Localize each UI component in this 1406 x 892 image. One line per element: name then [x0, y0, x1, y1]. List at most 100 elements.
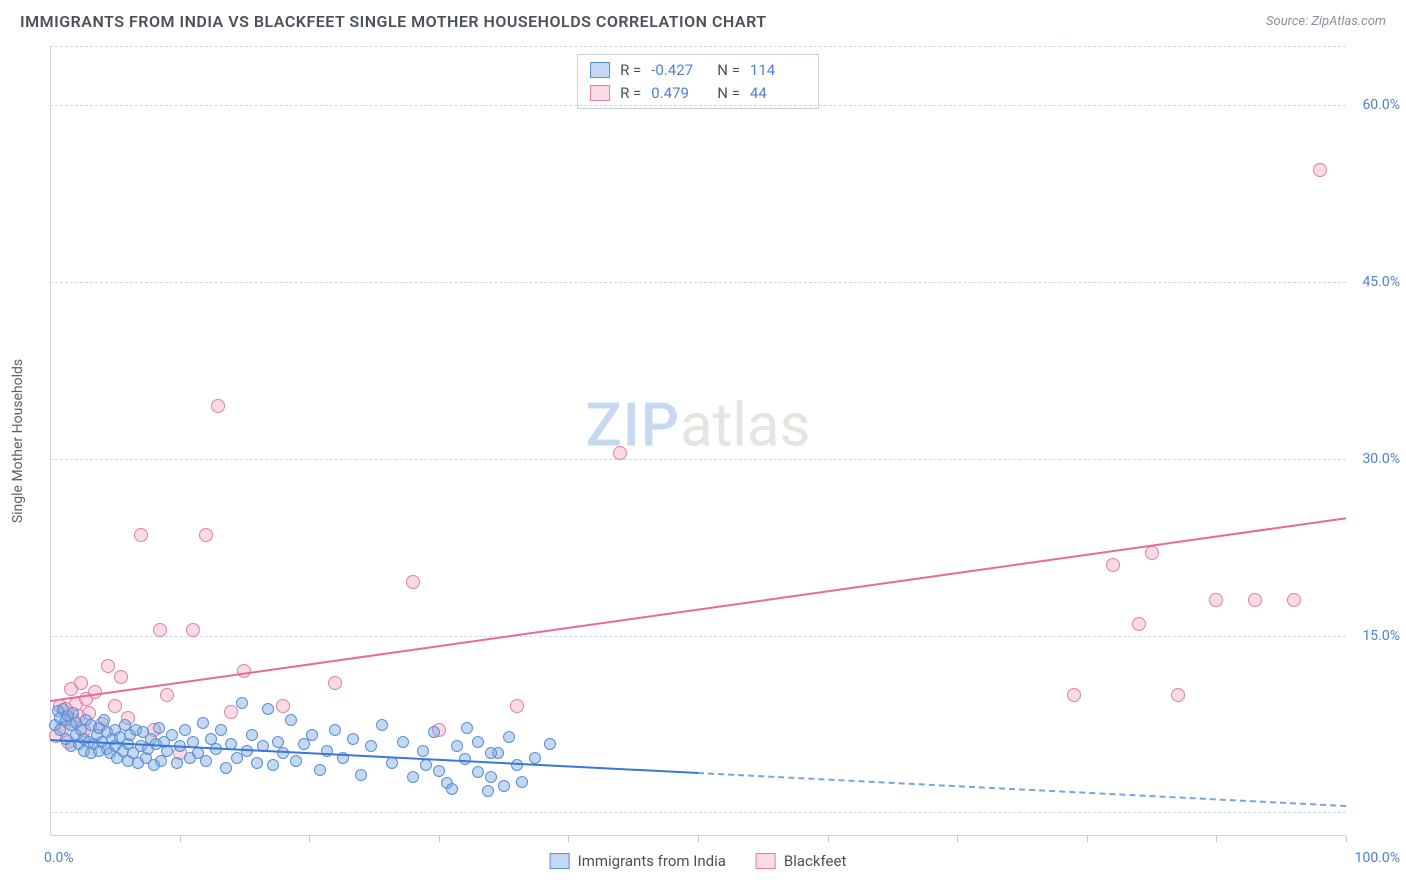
swatch-pink-icon: [590, 85, 610, 101]
data-point: [1171, 688, 1185, 702]
plot-area: ZIPatlas Single Mother Households 0.0% 1…: [50, 46, 1346, 836]
stats-row-blue: R = -0.427 N = 114: [590, 59, 806, 82]
data-point: [153, 722, 165, 734]
data-point: [267, 759, 279, 771]
chart-container: ZIPatlas Single Mother Households 0.0% 1…: [50, 46, 1346, 836]
y-axis-line: [50, 46, 51, 836]
watermark-part2: atlas: [680, 390, 810, 461]
data-point: [328, 676, 342, 690]
data-point: [179, 724, 191, 736]
stat-label-n: N =: [717, 82, 740, 105]
x-tick: [1087, 836, 1088, 842]
swatch-pink-icon: [756, 853, 776, 869]
data-point: [166, 729, 178, 741]
data-point: [314, 764, 326, 776]
x-tick: [828, 836, 829, 842]
y-tick-label: 45.0%: [1362, 274, 1400, 290]
stat-value-r-pink: 0.479: [651, 82, 707, 105]
data-point: [472, 736, 484, 748]
data-point: [114, 670, 128, 684]
series-legend: Immigrants from India Blackfeet: [550, 852, 847, 870]
stat-value-n-pink: 44: [750, 82, 806, 105]
data-point: [220, 762, 232, 774]
data-point: [1067, 688, 1081, 702]
chart-title: IMMIGRANTS FROM INDIA VS BLACKFEET SINGL…: [20, 12, 767, 31]
data-point: [199, 528, 213, 542]
data-point: [397, 736, 409, 748]
legend-label-blue: Immigrants from India: [578, 852, 726, 870]
stat-label-r: R =: [620, 82, 641, 105]
data-point: [272, 736, 284, 748]
data-point: [407, 771, 419, 783]
y-tick-label: 15.0%: [1362, 628, 1400, 644]
x-tick: [568, 836, 569, 842]
gridline: [50, 812, 1346, 813]
data-point: [98, 714, 110, 726]
trend-line-blue-ext: [698, 772, 1346, 807]
x-tick: [180, 836, 181, 842]
data-point: [503, 731, 515, 743]
data-point: [485, 771, 497, 783]
data-point: [420, 759, 432, 771]
data-point: [200, 755, 212, 767]
data-point: [262, 703, 274, 715]
data-point: [277, 747, 289, 759]
x-tick: [698, 836, 699, 842]
x-tick: [309, 836, 310, 842]
data-point: [365, 740, 377, 752]
data-point: [1287, 593, 1301, 607]
stats-row-pink: R = 0.479 N = 44: [590, 82, 806, 105]
data-point: [153, 623, 167, 637]
data-point: [224, 705, 238, 719]
data-point: [498, 780, 510, 792]
data-point: [160, 688, 174, 702]
data-point: [451, 740, 463, 752]
data-point: [1132, 617, 1146, 631]
data-point: [251, 757, 263, 769]
gridline: [50, 636, 1346, 637]
data-point: [246, 729, 258, 741]
stat-label-r: R =: [620, 59, 641, 82]
data-point: [613, 446, 627, 460]
gridline: [50, 282, 1346, 283]
x-tick: [1346, 836, 1347, 842]
data-point: [406, 575, 420, 589]
data-point: [511, 759, 523, 771]
y-tick-label: 30.0%: [1362, 451, 1400, 467]
data-point: [108, 699, 122, 713]
data-point: [510, 699, 524, 713]
data-point: [1106, 558, 1120, 572]
legend-item-blue: Immigrants from India: [550, 852, 726, 870]
source-attribution: Source: ZipAtlas.com: [1266, 14, 1386, 29]
data-point: [101, 659, 115, 673]
x-tick: [439, 836, 440, 842]
gridline: [50, 46, 1346, 47]
x-axis-label-min: 0.0%: [44, 850, 74, 866]
data-point: [472, 766, 484, 778]
stat-value-n-blue: 114: [750, 59, 806, 82]
x-tick: [957, 836, 958, 842]
data-point: [276, 699, 290, 713]
swatch-blue-icon: [590, 62, 610, 78]
data-point: [74, 676, 88, 690]
data-point: [285, 714, 297, 726]
data-point: [329, 724, 341, 736]
data-point: [433, 765, 445, 777]
data-point: [417, 745, 429, 757]
data-point: [516, 776, 528, 788]
data-point: [446, 783, 458, 795]
data-point: [1209, 593, 1223, 607]
data-point: [461, 722, 473, 734]
data-point: [1248, 593, 1262, 607]
legend-label-pink: Blackfeet: [784, 852, 846, 870]
y-tick-label: 60.0%: [1362, 97, 1400, 113]
y-axis-title: Single Mother Households: [10, 359, 26, 523]
data-point: [236, 697, 248, 709]
stat-label-n: N =: [717, 59, 740, 82]
data-point: [485, 747, 497, 759]
gridline: [50, 105, 1346, 106]
data-point: [1313, 163, 1327, 177]
data-point: [529, 752, 541, 764]
data-point: [306, 729, 318, 741]
data-point: [215, 724, 227, 736]
